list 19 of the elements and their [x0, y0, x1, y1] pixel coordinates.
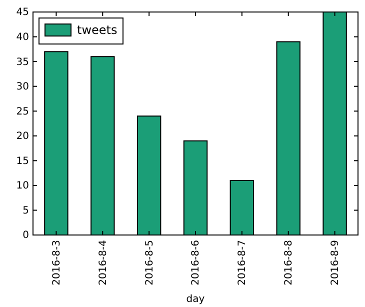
- x-tick-label: 2016-8-8: [284, 240, 295, 286]
- y-tick-label: 15: [16, 156, 29, 167]
- y-tick-label: 35: [16, 56, 29, 68]
- y-tick-label: 0: [22, 230, 29, 242]
- x-tick-label: 2016-8-4: [98, 240, 109, 286]
- y-tick-label: 40: [16, 32, 29, 43]
- x-axis-title: day: [186, 294, 205, 305]
- x-tick-label: 2016-8-7: [237, 240, 248, 286]
- legend-label: tweets: [77, 23, 118, 38]
- y-tick-label: 30: [16, 82, 29, 93]
- x-tick-label: 2016-8-9: [330, 240, 341, 286]
- y-tick-label: 45: [16, 7, 29, 18]
- y-tick-label: 20: [16, 131, 29, 142]
- x-tick-label: 2016-8-5: [144, 240, 156, 286]
- y-tick-label: 10: [16, 180, 29, 192]
- y-tick-label: 5: [22, 205, 29, 216]
- x-tick-label: 2016-8-3: [51, 240, 62, 286]
- y-tick-label: 25: [16, 106, 29, 118]
- x-tick-label: 2016-8-6: [190, 240, 202, 286]
